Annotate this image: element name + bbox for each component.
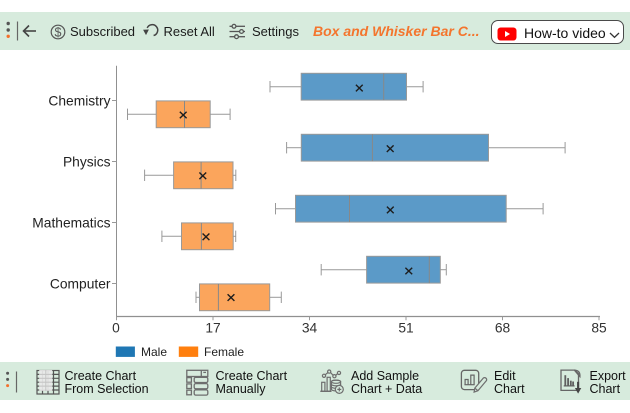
svg-text:34: 34 — [302, 321, 318, 336]
svg-text:51: 51 — [398, 321, 413, 336]
svg-text:17: 17 — [205, 321, 220, 336]
svg-text:Physics: Physics — [63, 154, 111, 169]
svg-text:Chemistry: Chemistry — [48, 93, 110, 108]
svg-text:85: 85 — [591, 321, 607, 336]
svg-text:68: 68 — [495, 321, 511, 336]
svg-text:Female: Female — [204, 345, 244, 359]
svg-text:$: $ — [55, 25, 62, 39]
svg-text:Mathematics: Mathematics — [32, 215, 110, 230]
svg-text:0: 0 — [112, 321, 120, 336]
svg-text:Male: Male — [141, 345, 167, 359]
svg-text:Computer: Computer — [50, 276, 111, 291]
